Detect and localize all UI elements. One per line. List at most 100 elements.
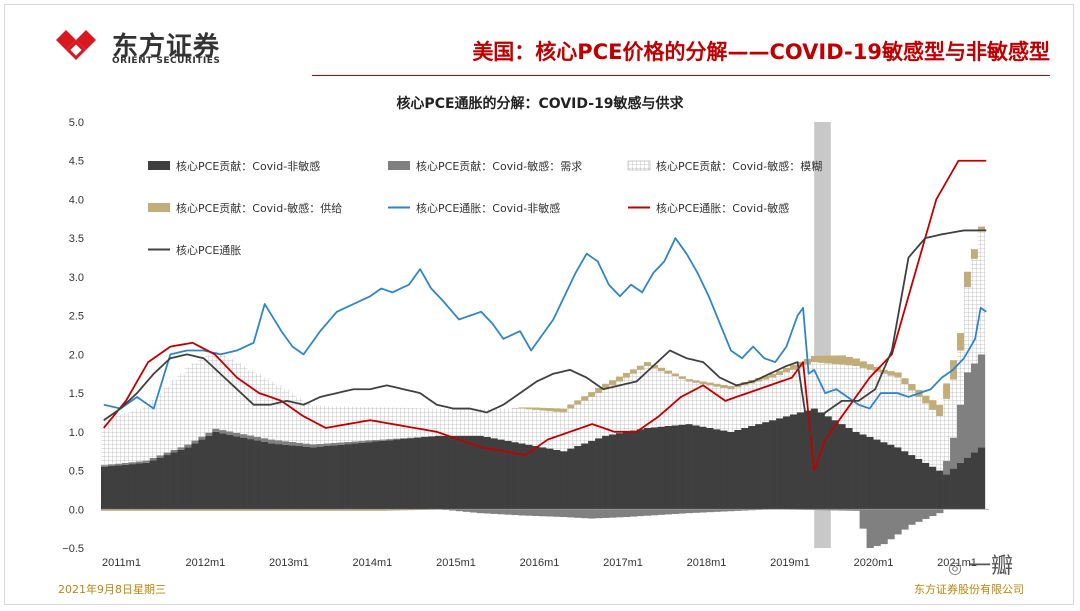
bar-nonsensitive bbox=[344, 444, 352, 510]
bar-ambiguous bbox=[796, 367, 805, 413]
slide-title: 美国：核心PCE价格的分解——COVID-19敏感型与非敏感型 bbox=[472, 40, 1050, 64]
bar-demand bbox=[929, 509, 937, 517]
bar-supply bbox=[532, 407, 540, 410]
bar-demand bbox=[323, 443, 331, 447]
bar-supply bbox=[824, 355, 833, 364]
bar-nonsensitive bbox=[622, 431, 631, 510]
company-logo: 东方证券 ORIENT SECURITIES bbox=[52, 26, 252, 70]
bar-supply bbox=[128, 509, 137, 511]
bar-ambiguous bbox=[525, 409, 533, 445]
bar-nonsensitive bbox=[671, 425, 679, 510]
bar-nonsensitive bbox=[511, 442, 519, 510]
bar-nonsensitive bbox=[163, 455, 171, 510]
bar-demand bbox=[233, 432, 241, 437]
bar-ambiguous bbox=[309, 405, 318, 445]
bar-demand bbox=[922, 509, 930, 519]
bar-ambiguous bbox=[288, 393, 297, 442]
bar-nonsensitive bbox=[268, 443, 276, 510]
bar-supply bbox=[622, 372, 631, 378]
x-tick-label: 2016m1 bbox=[520, 557, 560, 569]
bar-ambiguous bbox=[553, 411, 561, 450]
bar-nonsensitive bbox=[581, 443, 589, 510]
bar-demand bbox=[817, 509, 826, 511]
bar-demand bbox=[469, 509, 478, 513]
x-tick-label: 2018m1 bbox=[687, 557, 727, 569]
bar-nonsensitive bbox=[379, 440, 387, 510]
bar-demand bbox=[393, 438, 401, 440]
bar-nonsensitive bbox=[915, 458, 923, 510]
bar-demand bbox=[184, 444, 192, 448]
bar-nonsensitive bbox=[142, 462, 151, 510]
legend-swatch bbox=[148, 203, 170, 212]
bar-nonsensitive bbox=[574, 446, 582, 510]
bar-supply bbox=[281, 509, 290, 511]
wechat-icon: ◎ bbox=[948, 558, 962, 577]
bar-demand bbox=[713, 509, 721, 512]
bar-demand bbox=[476, 509, 485, 514]
bar-nonsensitive bbox=[894, 447, 902, 510]
legend-label: 核心PCE通胀：Covid-敏感 bbox=[656, 201, 789, 215]
bar-supply bbox=[762, 375, 770, 380]
bar-supply bbox=[650, 364, 659, 369]
line-inflation-nonsensitive bbox=[103, 237, 987, 410]
logo-text-cn: 东方证券 bbox=[112, 32, 221, 62]
bar-ambiguous bbox=[894, 377, 902, 448]
bar-demand bbox=[156, 455, 164, 458]
bar-supply bbox=[101, 509, 109, 511]
bar-demand bbox=[720, 509, 728, 512]
bar-ambiguous bbox=[539, 410, 547, 448]
bar-supply bbox=[957, 333, 965, 351]
bar-ambiguous bbox=[198, 359, 206, 437]
bar-nonsensitive bbox=[706, 427, 714, 510]
bar-supply bbox=[407, 509, 415, 511]
bar-ambiguous bbox=[567, 408, 575, 449]
bar-demand bbox=[852, 509, 860, 511]
bar-demand bbox=[936, 509, 944, 514]
bar-ambiguous bbox=[636, 369, 645, 430]
bar-nonsensitive bbox=[177, 449, 185, 510]
bar-ambiguous bbox=[650, 368, 659, 428]
footer-date: 2021年9月8日星期三 bbox=[58, 583, 166, 596]
bar-ambiguous bbox=[128, 410, 137, 463]
bar-ambiguous bbox=[448, 408, 457, 436]
watermark-text: 一瓣 bbox=[968, 554, 1013, 579]
bar-ambiguous bbox=[504, 408, 512, 441]
bar-nonsensitive bbox=[685, 424, 693, 510]
bar-ambiguous bbox=[817, 362, 826, 413]
bar-demand bbox=[748, 509, 756, 511]
bar-ambiguous bbox=[400, 407, 408, 439]
bar-demand bbox=[880, 509, 888, 545]
bar-supply bbox=[268, 509, 276, 511]
bar-nonsensitive bbox=[922, 462, 930, 510]
bar-nonsensitive bbox=[184, 447, 192, 510]
bar-demand bbox=[254, 436, 262, 441]
bar-demand bbox=[128, 462, 137, 465]
bar-supply bbox=[581, 396, 589, 401]
bar-nonsensitive bbox=[789, 414, 798, 510]
x-tick-label: 2020m1 bbox=[854, 557, 894, 569]
bar-nonsensitive bbox=[553, 449, 561, 510]
bar-ambiguous bbox=[699, 384, 707, 427]
bar-nonsensitive bbox=[532, 446, 540, 510]
bar-nonsensitive bbox=[817, 412, 826, 510]
x-tick-label: 2015m1 bbox=[436, 557, 476, 569]
bar-supply bbox=[386, 509, 394, 511]
bar-nonsensitive bbox=[908, 455, 916, 510]
bar-supply bbox=[963, 271, 972, 288]
bar-demand bbox=[121, 462, 130, 465]
bar-ambiguous bbox=[810, 362, 819, 409]
bar-demand bbox=[400, 438, 408, 439]
bar-supply bbox=[894, 372, 902, 378]
y-tick-label: 3.0 bbox=[69, 272, 84, 284]
y-tick-label: 4.0 bbox=[69, 195, 84, 207]
bar-supply bbox=[887, 371, 895, 376]
bar-demand bbox=[943, 460, 951, 475]
bar-nonsensitive bbox=[734, 429, 742, 510]
bar-demand bbox=[261, 438, 269, 442]
bar-ambiguous bbox=[518, 408, 526, 444]
bar-supply bbox=[776, 370, 784, 376]
bar-nonsensitive bbox=[616, 433, 624, 510]
title-underline bbox=[312, 75, 1050, 76]
bar-nonsensitive bbox=[880, 442, 888, 510]
